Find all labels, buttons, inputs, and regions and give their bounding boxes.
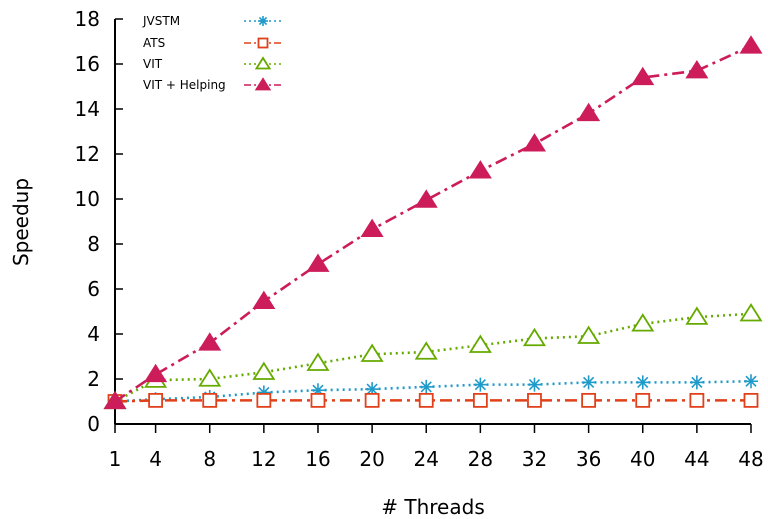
point-jvstm-20-d2	[366, 383, 378, 395]
point-ats-48	[743, 392, 759, 408]
point-jvstm-24-d2	[420, 381, 432, 393]
point-ats-32	[527, 392, 542, 408]
x-tick-label-20: 20	[359, 447, 384, 471]
point-jvstm-48	[744, 374, 758, 389]
x-tick-label-4: 4	[149, 447, 162, 471]
x-tick-label-16: 16	[305, 447, 330, 471]
point-jvstm-36	[581, 375, 596, 390]
point-vit-helping-36	[577, 102, 601, 122]
point-vit-32	[522, 327, 547, 347]
series-vit-helping	[103, 35, 763, 410]
point-vit-40	[631, 313, 655, 332]
point-jvstm-36-d2	[583, 376, 595, 388]
y-tick-label-2: 2	[87, 367, 100, 391]
point-ats-8	[202, 392, 218, 408]
legend-marker-jvstm	[258, 16, 268, 26]
x-tick-label-40: 40	[630, 447, 655, 471]
legend-marker-vit-helping	[254, 77, 272, 91]
point-vit-36	[577, 325, 601, 344]
point-jvstm-40-d2	[637, 376, 649, 388]
point-vit-helping-44	[685, 60, 709, 79]
y-tick-label-6: 6	[87, 277, 100, 301]
series-layer	[103, 35, 763, 410]
point-vit-16	[306, 352, 330, 371]
legend-label-jvstm: JVSTM	[142, 14, 180, 28]
legend-marker-vit	[254, 56, 272, 70]
legend-marker-ats	[257, 37, 269, 49]
point-jvstm-24	[419, 379, 434, 394]
point-vit-44	[685, 306, 709, 325]
x-axis-label: # Threads	[381, 495, 484, 519]
x-tick-label-1: 1	[109, 447, 122, 471]
point-ats-20	[364, 392, 380, 408]
point-vit-helping-28	[468, 160, 492, 179]
x-tick-label-28: 28	[468, 447, 493, 471]
point-jvstm-32-d2	[528, 379, 541, 391]
x-tick-label-48: 48	[738, 447, 763, 471]
point-ats-44	[689, 392, 705, 408]
point-vit-helping-8	[198, 332, 222, 351]
y-tick-label-8: 8	[87, 232, 100, 256]
point-jvstm-40	[635, 375, 650, 390]
point-ats-36	[581, 392, 597, 408]
x-tick-label-36: 36	[576, 447, 601, 471]
y-tick-label-12: 12	[75, 142, 100, 166]
legend-marker-jvstm-d2	[258, 16, 268, 26]
point-vit-helping-1	[103, 390, 127, 410]
point-vit-helping-32	[522, 133, 547, 152]
y-tick-label-10: 10	[75, 187, 100, 211]
point-jvstm-44	[689, 375, 704, 390]
point-jvstm-28	[473, 377, 488, 392]
y-tick-label-4: 4	[87, 322, 100, 346]
point-vit-helping-16	[306, 253, 330, 272]
point-ats-4	[148, 392, 163, 408]
point-jvstm-44-d2	[691, 376, 703, 388]
point-vit-48	[739, 303, 763, 322]
point-vit-helping-48	[739, 35, 763, 54]
point-vit-12	[252, 361, 276, 380]
point-vit-28	[468, 334, 492, 353]
series-vit	[103, 303, 763, 410]
point-jvstm-48-d2	[745, 375, 757, 387]
point-ats-28	[472, 392, 488, 408]
legend-label-ats: ATS	[143, 36, 165, 50]
point-vit-helping-12	[252, 290, 276, 310]
x-tick-label-44: 44	[684, 447, 709, 471]
x-tick-label-24: 24	[414, 447, 439, 471]
x-tick-label-8: 8	[203, 447, 216, 471]
point-ats-40	[635, 392, 651, 408]
legend-label-vit: VIT	[143, 57, 163, 71]
y-tick-label-18: 18	[75, 7, 100, 31]
y-tick-label-16: 16	[75, 52, 100, 76]
point-jvstm-32	[527, 377, 542, 392]
x-tick-label-32: 32	[522, 447, 547, 471]
x-tick-label-12: 12	[251, 447, 276, 471]
series-ats	[107, 392, 759, 409]
point-vit-helping-24	[414, 189, 438, 208]
y-tick-label-14: 14	[75, 97, 100, 121]
point-ats-24	[418, 392, 434, 408]
point-vit-24	[414, 341, 438, 360]
point-jvstm-20	[365, 382, 380, 397]
point-ats-12	[256, 392, 272, 408]
point-ats-16	[310, 392, 326, 408]
y-tick-label-0: 0	[87, 412, 100, 436]
point-vit-8	[198, 368, 222, 387]
point-vit-20	[360, 343, 384, 362]
point-vit-helping-40	[631, 66, 655, 86]
y-axis-label: Speedup	[9, 178, 33, 266]
point-jvstm-28-d2	[474, 379, 486, 391]
point-vit-helping-4	[144, 363, 168, 383]
point-vit-helping-20	[360, 218, 384, 238]
legend: JVSTM ATS VIT VIT + Helping	[142, 14, 283, 92]
legend-label-vit-helping: VIT + Helping	[143, 78, 226, 92]
